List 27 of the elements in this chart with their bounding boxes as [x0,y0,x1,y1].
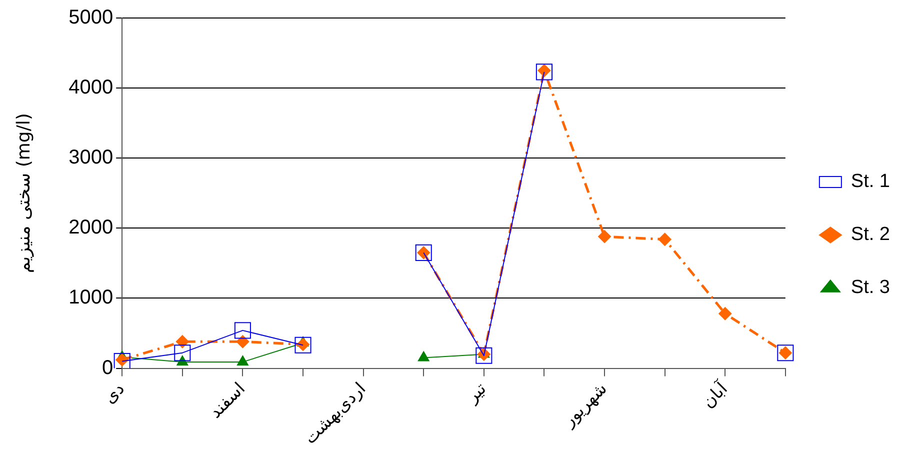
y-tick-label: 2000 [68,216,114,239]
point [598,230,612,244]
y-tick-label: 3000 [68,146,114,169]
point [658,232,672,246]
point [237,355,248,366]
point [418,351,430,362]
x-tick-label: اردی‌بهشت [300,378,370,448]
point [234,322,251,339]
y-tick-label: 1000 [68,286,114,309]
point [174,344,191,362]
x-tick-label: شهریور [558,378,612,432]
legend-label: St. 3 [850,277,890,298]
legend-label: St. 2 [850,224,890,246]
y-tick-label: 4000 [68,76,114,99]
point [718,307,732,320]
x-tick-label: تیر [462,378,491,408]
legend-label: St. 1 [850,171,890,192]
y-tick-label: 5000 [68,6,114,29]
point [476,347,492,364]
y-tick-label: 0 [102,356,114,379]
x-tick-label: دی [100,378,129,408]
point [176,335,189,348]
x-tick-label: آبان [698,377,733,412]
x-tick-label: اسفند [206,378,250,423]
point [236,335,250,348]
point [536,64,552,80]
y-axis-title: سختی منیزیم (mg/l) [13,113,34,274]
